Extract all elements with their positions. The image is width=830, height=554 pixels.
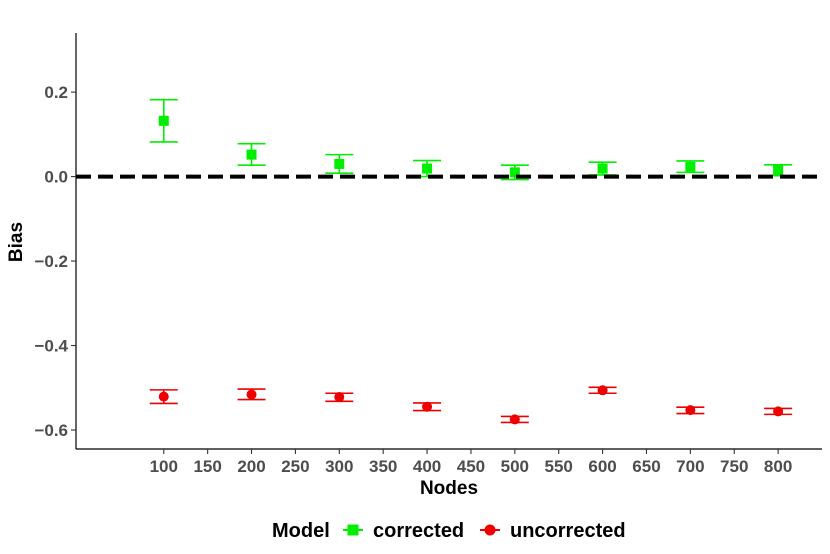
data-point-corrected — [597, 163, 608, 174]
x-tick-label: 200 — [237, 457, 265, 476]
legend-key-circle-uncorrected — [484, 524, 496, 536]
series-uncorrected — [149, 385, 793, 425]
plot-area — [76, 98, 822, 425]
data-point-uncorrected — [246, 389, 257, 400]
data-point-uncorrected — [597, 385, 608, 396]
x-tick-label: 750 — [720, 457, 748, 476]
data-point-uncorrected — [158, 391, 169, 402]
y-axis-title: Bias — [6, 222, 27, 262]
data-point-uncorrected — [685, 405, 696, 416]
legend-item-uncorrected: uncorrected — [480, 520, 626, 542]
x-tick-label: 500 — [501, 457, 529, 476]
data-point-corrected — [334, 158, 345, 169]
data-point-corrected — [246, 149, 257, 160]
data-point-corrected — [509, 167, 520, 178]
x-tick-label: 150 — [193, 457, 221, 476]
x-tick-label: 350 — [369, 457, 397, 476]
axes: 100 150 200 250 300 350 400 450 500 550 600 650 700 7… — [34, 33, 822, 476]
x-tick-label: 600 — [588, 457, 616, 476]
x-axis-title: Nodes — [420, 478, 478, 499]
data-point-corrected — [158, 115, 169, 126]
data-point-uncorrected — [422, 401, 433, 412]
data-point-uncorrected — [509, 414, 520, 425]
x-tick-label: 250 — [281, 457, 309, 476]
legend-label-uncorrected: uncorrected — [510, 520, 626, 542]
legend-label-corrected: corrected — [373, 520, 464, 542]
data-point-uncorrected — [773, 406, 784, 417]
x-tick-label: 100 — [150, 457, 178, 476]
x-tick-label: 800 — [764, 457, 792, 476]
data-point-corrected — [685, 161, 696, 172]
series-corrected — [149, 98, 793, 181]
y-tick-label: 0.2 — [44, 83, 68, 102]
legend-item-corrected: corrected — [343, 520, 464, 542]
x-tick-label: 650 — [632, 457, 660, 476]
data-point-uncorrected — [334, 392, 345, 403]
data-point-corrected — [422, 163, 433, 174]
legend: Model corrected uncorrected — [272, 520, 626, 542]
y-tick-label: −0.2 — [34, 252, 68, 271]
data-point-corrected — [773, 165, 784, 176]
x-tick-label: 450 — [457, 457, 485, 476]
y-tick-label: −0.6 — [34, 421, 68, 440]
y-tick-label: −0.4 — [34, 337, 68, 356]
x-tick-label: 700 — [676, 457, 704, 476]
x-tick-label: 300 — [325, 457, 353, 476]
legend-key-square-corrected — [347, 524, 359, 536]
legend-title: Model — [272, 520, 330, 542]
y-tick-label: 0.0 — [44, 168, 68, 187]
x-tick-label: 550 — [545, 457, 573, 476]
x-tick-label: 400 — [413, 457, 441, 476]
